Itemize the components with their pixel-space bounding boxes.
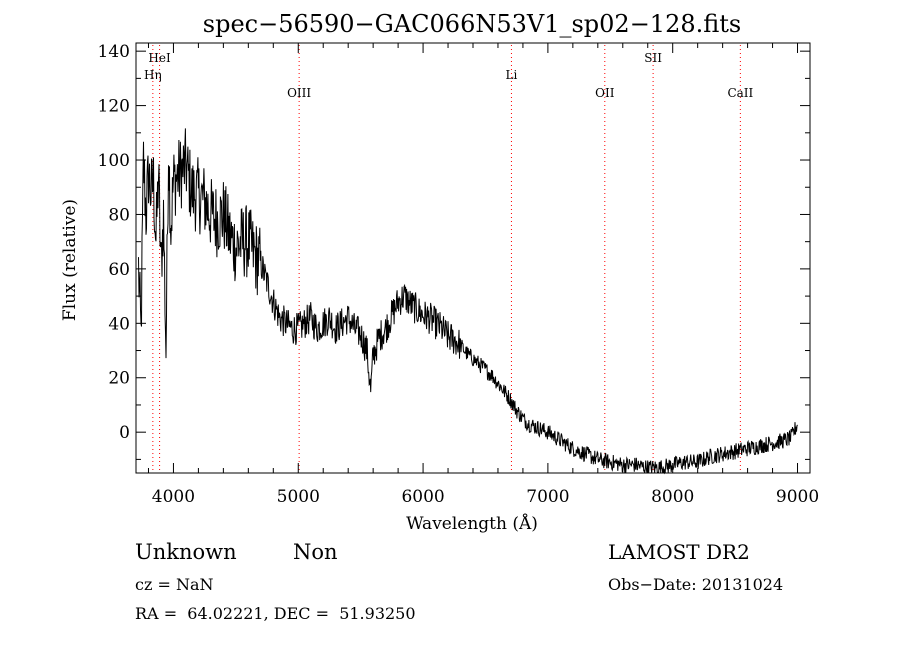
coordinates-label: RA = 64.02221, DEC = 51.93250 [135,604,416,623]
y-tick-label: 40 [108,314,130,334]
spectral-line-label: OII [595,86,615,100]
x-tick-label: 7000 [526,487,569,507]
y-tick-label: 140 [98,42,130,62]
x-tick-label: 9000 [776,487,819,507]
plot-area [138,128,798,475]
y-tick-label: 60 [108,260,130,280]
y-tick-label: 100 [98,151,130,171]
x-tick-label: 8000 [651,487,694,507]
spectral-line-label: SII [644,51,662,65]
spectrum-line [138,128,798,475]
y-tick-label: 0 [119,423,130,443]
redshift-label: cz = NaN [135,575,214,594]
obs-date-label: Obs−Date: 20131024 [608,575,784,594]
y-tick-label: 20 [108,369,130,389]
x-tick-label: 5000 [277,487,320,507]
plot-axes: 4000 5000 6000 7000 8000 9000 0 20 40 60 80 100 120 1… [98,42,820,507]
spectral-line-label: Li [506,68,518,82]
x-tick-label: 4000 [152,487,195,507]
x-tick-label: 6000 [401,487,444,507]
plot-frame [135,42,811,474]
subclass-label: Non [293,540,338,564]
y-axis-label: Flux (relative) [60,199,80,321]
y-tick-label: 120 [98,97,130,117]
spectral-line-label: Hη [144,68,162,82]
spectral-line-label: OIII [287,86,311,100]
spectral-line-label: CaII [727,86,753,100]
chart-title: spec−56590−GAC066N53V1_sp02−128.fits [203,10,741,38]
classification-label: Unknown [135,540,237,564]
x-axis-label: Wavelength (Å) [406,513,538,534]
spectral-line-label: HeI [148,51,171,65]
y-tick-label: 80 [108,205,130,225]
survey-label: LAMOST DR2 [608,540,750,564]
